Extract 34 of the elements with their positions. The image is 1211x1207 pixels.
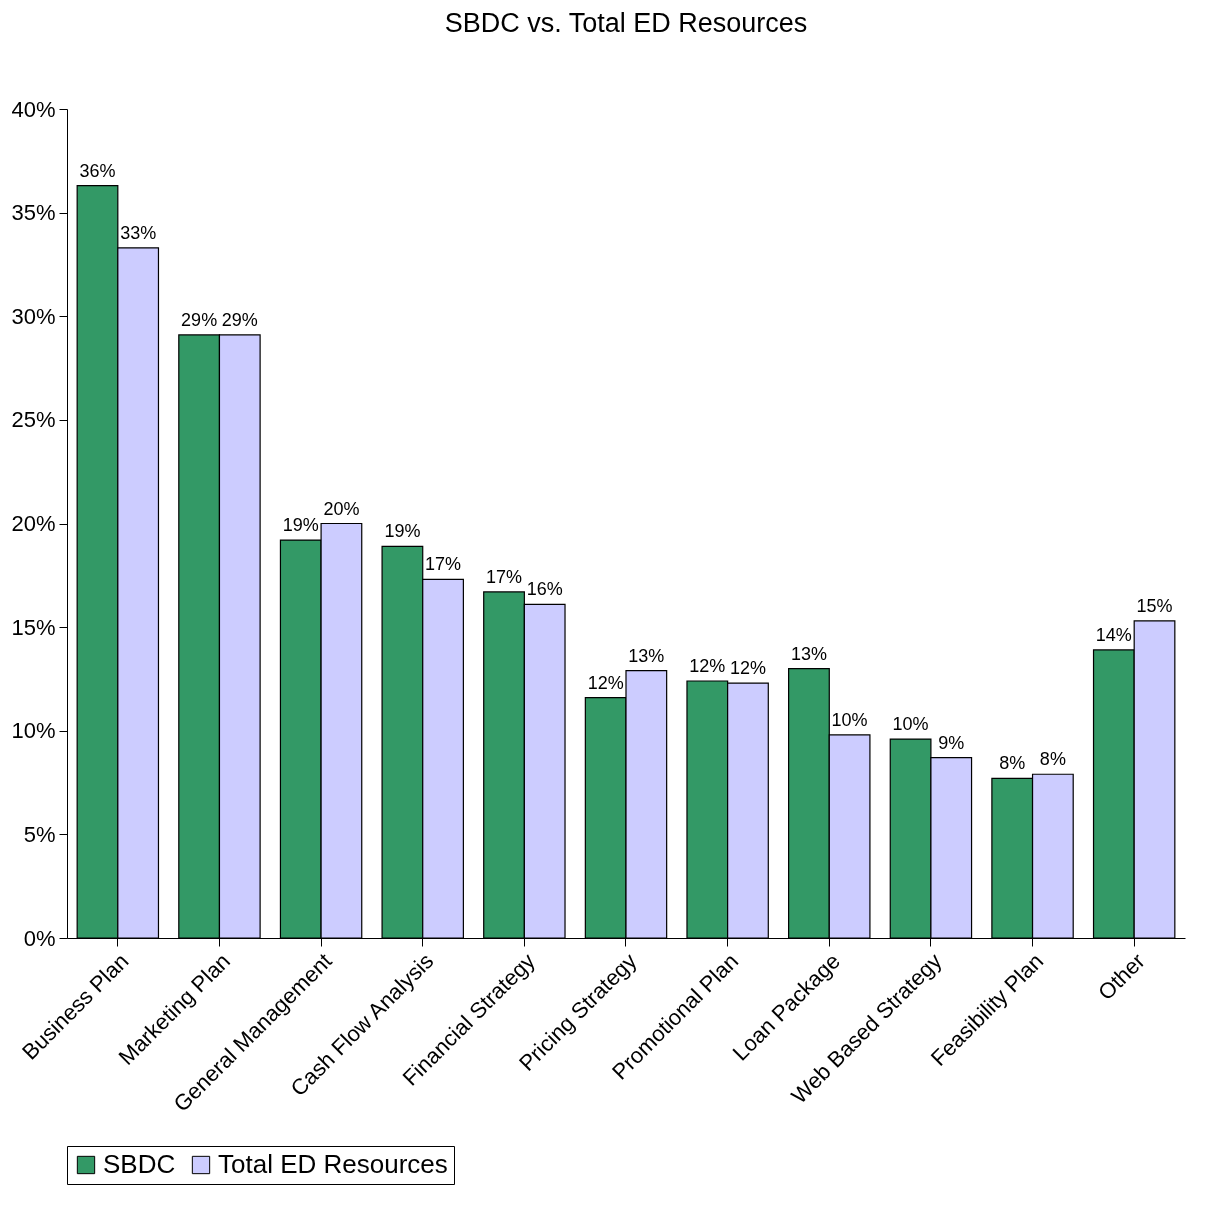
y-tick-label: 25% xyxy=(11,407,56,433)
data-label: 19% xyxy=(282,515,319,536)
y-tick-label: 40% xyxy=(11,96,56,122)
y-tick-label: 20% xyxy=(11,511,56,536)
data-label: 8% xyxy=(999,753,1026,774)
data-label: 36% xyxy=(79,160,116,181)
data-label: 20% xyxy=(323,498,360,519)
y-tick-label: 15% xyxy=(11,614,56,640)
data-label: 12% xyxy=(729,658,766,679)
y-tick-label: 35% xyxy=(11,200,56,226)
data-label: 19% xyxy=(384,521,421,542)
y-tick-label: 30% xyxy=(11,303,56,329)
data-label: 10% xyxy=(892,714,929,735)
data-label: 8% xyxy=(1039,749,1066,770)
data-label: 17% xyxy=(486,566,523,587)
data-label: 17% xyxy=(425,554,462,575)
legend-label: SBDC xyxy=(103,1149,176,1179)
data-label: 15% xyxy=(1136,595,1173,616)
y-tick-label: 5% xyxy=(23,821,56,847)
data-label: 10% xyxy=(831,709,868,730)
data-label: 12% xyxy=(587,672,624,693)
data-label: 16% xyxy=(526,579,563,600)
data-label: 13% xyxy=(628,645,665,666)
data-label: 14% xyxy=(1095,624,1132,645)
data-label: 29% xyxy=(221,309,258,330)
chart-title: SBDC vs. Total ED Resources xyxy=(444,8,808,38)
y-tick-label: 0% xyxy=(23,925,56,951)
data-label: 12% xyxy=(689,656,726,677)
data-label: 29% xyxy=(181,309,218,330)
data-label: 13% xyxy=(790,643,827,664)
data-label: 33% xyxy=(120,222,157,243)
data-label: 9% xyxy=(938,732,965,753)
legend-label: Total ED Resources xyxy=(218,1149,448,1179)
y-tick-label: 10% xyxy=(11,718,56,744)
